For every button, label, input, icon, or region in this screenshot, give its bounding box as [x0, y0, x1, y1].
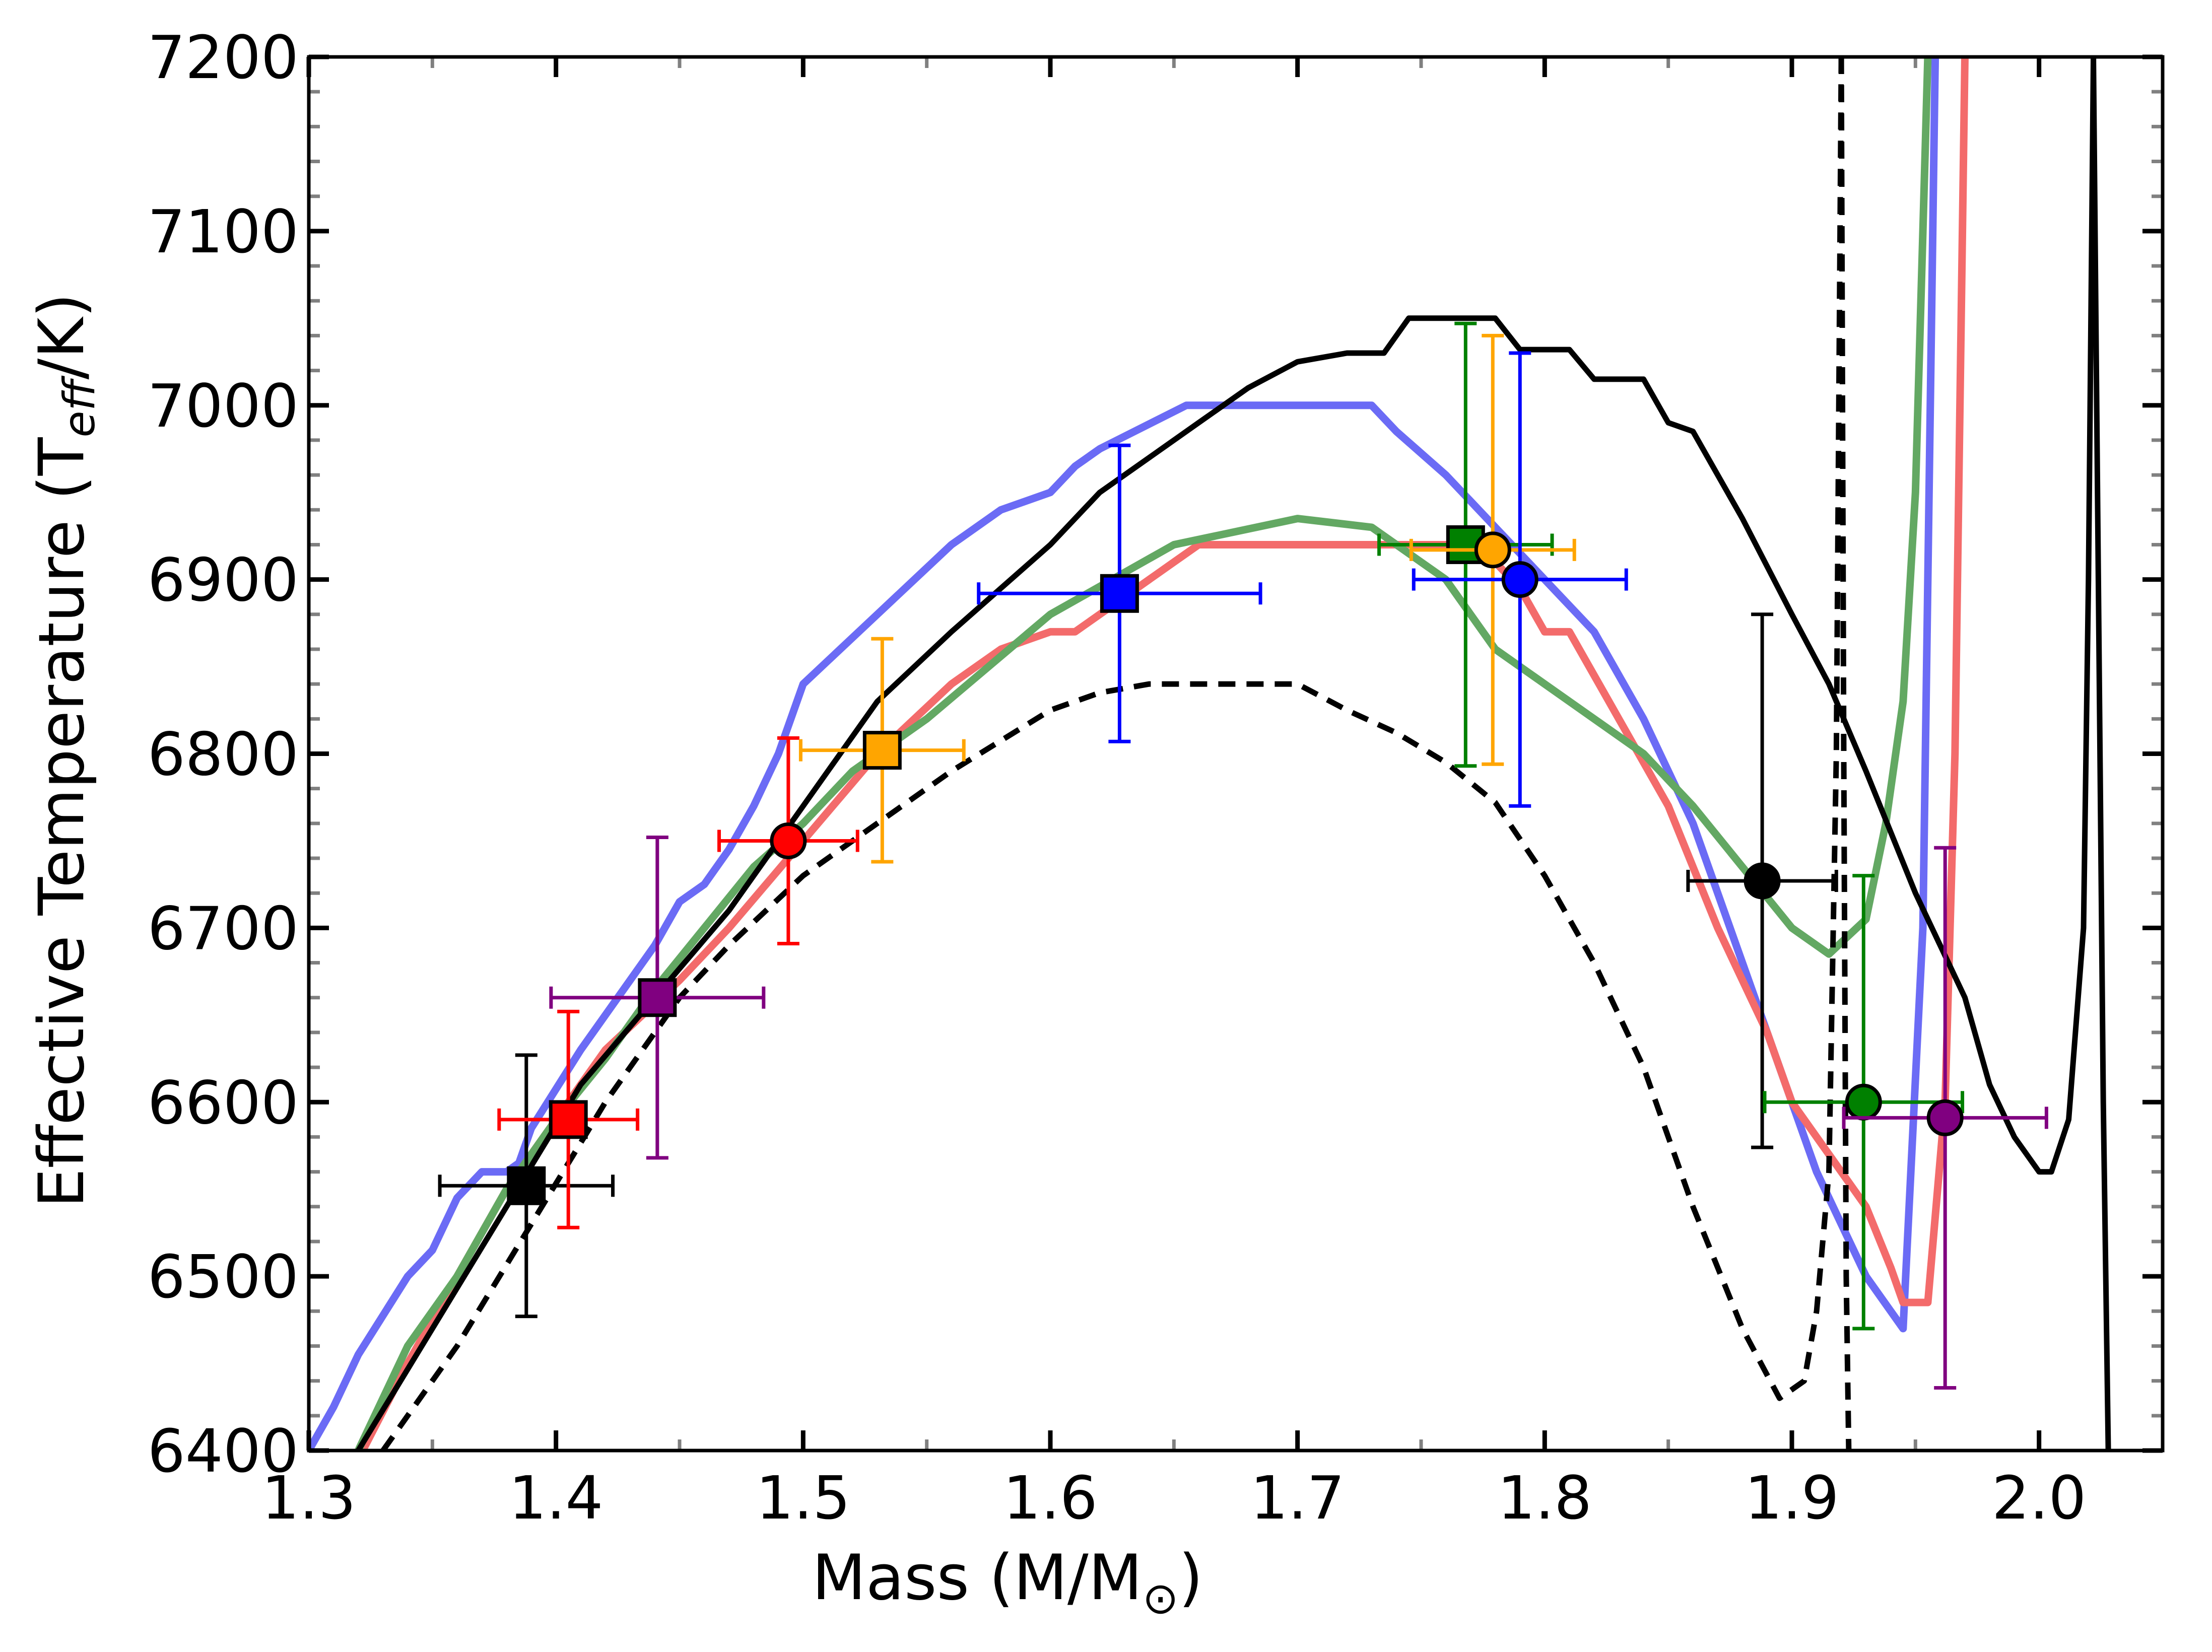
series-line-7	[1838, 57, 1852, 1451]
data-point-4	[717, 736, 859, 946]
circle-marker	[1474, 531, 1511, 569]
data-point-6	[977, 443, 1262, 743]
data-point-8	[1409, 333, 1576, 766]
x-axis-label: Mass (M/M⊙)	[812, 1542, 1203, 1624]
square-marker	[1100, 574, 1139, 613]
square-marker	[862, 731, 902, 770]
x-tick-label: 1.4	[509, 1463, 604, 1533]
circle-marker	[1845, 1083, 1882, 1121]
data-point-11	[1763, 874, 1965, 1331]
data-point-1	[438, 1053, 615, 1319]
y-tick-label: 6600	[148, 1068, 299, 1137]
x-tick-label: 1.3	[261, 1463, 356, 1533]
y-tick-label: 6700	[148, 893, 299, 963]
y-tick-label: 6800	[148, 720, 299, 789]
x-tick-label: 2.0	[1992, 1463, 2087, 1533]
square-marker	[549, 1100, 588, 1139]
y-tick-label: 6500	[148, 1242, 299, 1312]
x-tick-label: 1.8	[1497, 1463, 1592, 1533]
plot-frame	[307, 55, 2165, 1453]
series-line-4	[355, 57, 2097, 1451]
x-tick-label: 1.9	[1745, 1463, 1839, 1533]
data-point-7	[1377, 321, 1554, 768]
y-tick-label: 6400	[148, 1416, 299, 1486]
x-axis-label-close: )	[1179, 1542, 1203, 1614]
circle-marker	[1744, 862, 1781, 900]
y-axis-label-text: Effective Temperature (T	[26, 437, 98, 1208]
y-tick-label: 7200	[148, 23, 299, 92]
y-tick-label: 7000	[148, 371, 299, 441]
data-point-9	[1412, 351, 1628, 808]
y-axis-label-close: /K)	[26, 293, 98, 379]
data-points-layer	[438, 321, 2048, 1390]
series-line-6	[380, 57, 1844, 1451]
y-axis-label-subscript: eff	[54, 375, 105, 438]
tick-labels-layer: 1.3 1.4 1.5 1.6 1.7 1.8 1.9 2.0 6400 6500 6600 6700…	[148, 23, 2087, 1533]
data-point-12	[1842, 846, 2048, 1390]
x-axis-label-text: Mass (M/M	[812, 1542, 1143, 1614]
circle-marker	[1926, 1099, 1964, 1136]
x-tick-label: 1.7	[1250, 1463, 1345, 1533]
plot-background	[309, 57, 2163, 1451]
data-point-3	[549, 836, 766, 1160]
data-point-10	[1686, 612, 1838, 1149]
square-marker	[638, 978, 677, 1017]
circle-marker	[770, 822, 807, 859]
square-marker	[507, 1166, 546, 1205]
circle-marker	[1501, 561, 1538, 598]
y-tick-label: 7100	[148, 197, 299, 266]
data-point-2	[497, 1009, 640, 1229]
y-tick-label: 6900	[148, 545, 299, 615]
x-axis-label-sun-symbol: ⊙	[1143, 1573, 1179, 1624]
x-tick-label: 1.6	[1003, 1463, 1098, 1533]
x-tick-label: 1.5	[756, 1463, 850, 1533]
series-line-5	[2091, 57, 2111, 1451]
y-axis-label: Effective Temperature (Teff/K)	[26, 293, 105, 1208]
data-point-5	[798, 637, 966, 864]
